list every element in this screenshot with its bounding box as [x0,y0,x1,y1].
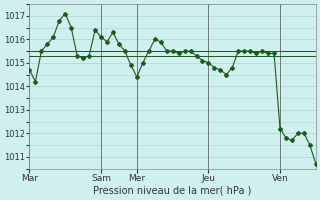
X-axis label: Pression niveau de la mer( hPa ): Pression niveau de la mer( hPa ) [93,186,252,196]
